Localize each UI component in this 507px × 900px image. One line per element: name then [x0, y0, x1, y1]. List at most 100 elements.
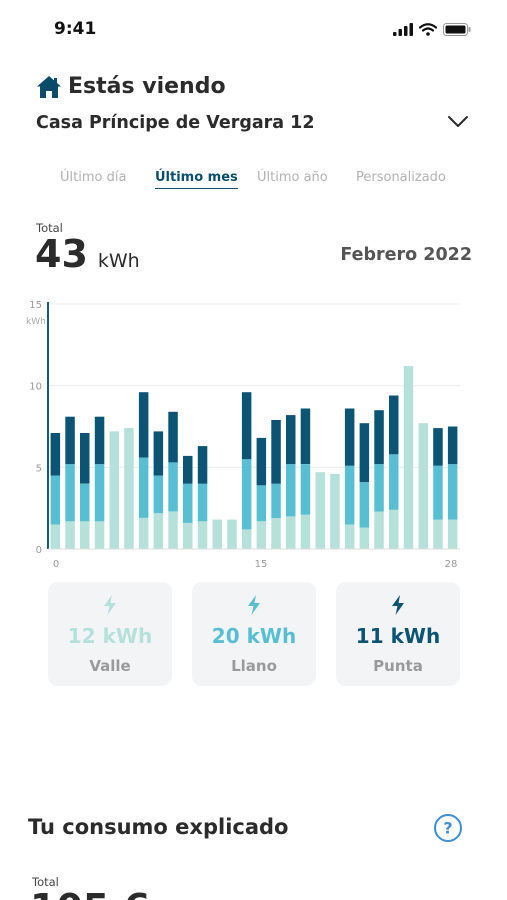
bar-punta-day-4[interactable]: [94, 416, 105, 465]
tab-ultimo-mes[interactable]: Último mes: [155, 170, 238, 189]
bar-valle-day-5[interactable]: [109, 431, 120, 549]
bar-valle-day-14[interactable]: [241, 529, 252, 549]
tariff-cards: 12 kWh Valle 20 kWh Llano 11 kWh Punta: [48, 582, 460, 686]
tab-ultimo-ano[interactable]: Último año: [257, 170, 328, 185]
section-title: Tu consumo explicado: [28, 815, 289, 839]
bar-llano-day-14[interactable]: [241, 459, 252, 530]
bar-punta-day-2[interactable]: [65, 416, 75, 465]
bar-punta-day-21[interactable]: [344, 408, 355, 466]
bar-valle-day-20[interactable]: [330, 473, 340, 549]
y-tick-label: 15: [29, 300, 42, 311]
bar-valle-day-22[interactable]: [359, 527, 370, 549]
bar-llano-day-7[interactable]: [138, 457, 149, 518]
bar-valle-day-13[interactable]: [227, 519, 237, 549]
bar-punta-day-24[interactable]: [389, 395, 399, 455]
card-punta[interactable]: 11 kWh Punta: [336, 582, 460, 686]
bar-punta-day-17[interactable]: [286, 415, 296, 465]
bar-llano-day-22[interactable]: [359, 482, 370, 528]
wifi-icon: [419, 23, 437, 36]
bar-valle-day-8[interactable]: [153, 513, 164, 549]
bar-llano-day-28[interactable]: [447, 464, 458, 520]
total-value: 43: [35, 232, 88, 276]
bar-valle-day-19[interactable]: [315, 472, 326, 549]
card-label: Llano: [231, 657, 277, 675]
bar-punta-day-27[interactable]: [433, 428, 443, 466]
y-tick-label: 5: [36, 463, 42, 474]
bar-valle-day-24[interactable]: [389, 509, 399, 549]
lightning-icon: [104, 595, 116, 615]
bar-llano-day-15[interactable]: [256, 485, 267, 522]
card-llano[interactable]: 20 kWh Llano: [192, 582, 316, 686]
bar-valle-day-7[interactable]: [138, 518, 149, 549]
bar-valle-day-10[interactable]: [183, 522, 193, 549]
bar-punta-day-1[interactable]: [50, 433, 61, 476]
bar-punta-day-18[interactable]: [300, 408, 311, 465]
bar-llano-day-8[interactable]: [153, 475, 164, 514]
bar-llano-day-21[interactable]: [344, 465, 355, 525]
bar-llano-day-4[interactable]: [94, 464, 105, 522]
bar-valle-day-12[interactable]: [212, 519, 223, 549]
x-tick-label: 28: [445, 559, 458, 570]
bar-punta-day-7[interactable]: [138, 392, 149, 458]
bar-llano-day-10[interactable]: [183, 483, 193, 523]
bar-valle-day-16[interactable]: [271, 518, 281, 549]
bar-llano-day-27[interactable]: [433, 465, 443, 520]
help-icon[interactable]: ?: [433, 813, 463, 843]
period-tabs: Último día Último mes Último año Persona…: [0, 170, 507, 194]
card-value: 20 kWh: [211, 624, 297, 648]
address-selector-label[interactable]: Casa Príncipe de Vergara 12: [36, 113, 315, 133]
card-valle[interactable]: 12 kWh Valle: [48, 582, 172, 686]
bar-valle-day-1[interactable]: [50, 524, 61, 550]
card-label: Valle: [89, 657, 131, 675]
bar-valle-day-11[interactable]: [197, 521, 208, 549]
bar-punta-day-28[interactable]: [447, 426, 458, 465]
bar-punta-day-22[interactable]: [359, 423, 370, 482]
bar-valle-day-17[interactable]: [286, 516, 296, 549]
bar-valle-day-4[interactable]: [94, 521, 105, 549]
consumption-chart[interactable]: 0 5 10 15 kWh 0 15 28: [0, 292, 507, 572]
bar-punta-day-14[interactable]: [241, 392, 252, 460]
bar-valle-day-18[interactable]: [300, 514, 311, 549]
bar-punta-day-11[interactable]: [197, 446, 208, 484]
bar-valle-day-2[interactable]: [65, 521, 75, 549]
bar-llano-day-18[interactable]: [300, 464, 311, 515]
svg-text:?: ?: [443, 819, 452, 838]
bar-llano-day-2[interactable]: [65, 464, 75, 522]
bar-valle-day-15[interactable]: [256, 521, 267, 549]
bar-llano-day-3[interactable]: [80, 483, 90, 522]
bar-llano-day-9[interactable]: [168, 462, 178, 512]
bar-valle-day-23[interactable]: [374, 511, 384, 549]
bar-llano-day-23[interactable]: [374, 464, 384, 512]
bar-llano-day-11[interactable]: [197, 483, 208, 522]
bar-punta-day-3[interactable]: [80, 433, 90, 484]
bar-valle-day-21[interactable]: [344, 524, 355, 550]
home-icon: [37, 75, 61, 98]
x-tick-label: 0: [53, 559, 59, 570]
total-label: Total: [36, 221, 63, 235]
bar-valle-day-9[interactable]: [168, 511, 178, 549]
card-value: 12 kWh: [67, 624, 153, 648]
tab-personalizado[interactable]: Personalizado: [356, 170, 446, 185]
bar-llano-day-16[interactable]: [271, 483, 281, 518]
y-unit-label: kWh: [26, 317, 46, 327]
bar-valle-day-28[interactable]: [447, 519, 458, 549]
bar-punta-day-9[interactable]: [168, 411, 178, 463]
status-bar: 9:41: [0, 0, 507, 60]
bar-valle-day-26[interactable]: [418, 423, 429, 549]
total-unit: kWh: [97, 250, 140, 272]
bar-valle-day-6[interactable]: [124, 428, 134, 549]
bar-punta-day-23[interactable]: [374, 410, 384, 465]
bar-punta-day-10[interactable]: [183, 455, 193, 484]
bar-valle-day-27[interactable]: [433, 519, 443, 549]
bar-llano-day-17[interactable]: [286, 464, 296, 517]
bar-llano-day-24[interactable]: [389, 454, 399, 510]
tab-ultimo-dia[interactable]: Último día: [60, 170, 127, 185]
bar-punta-day-16[interactable]: [271, 420, 281, 484]
card-label: Punta: [373, 657, 423, 675]
bar-valle-day-25[interactable]: [403, 366, 414, 549]
bar-punta-day-8[interactable]: [153, 431, 164, 476]
bar-valle-day-3[interactable]: [80, 521, 90, 549]
bar-llano-day-1[interactable]: [50, 475, 61, 525]
chevron-down-icon[interactable]: [447, 115, 469, 129]
bar-punta-day-15[interactable]: [256, 437, 267, 486]
